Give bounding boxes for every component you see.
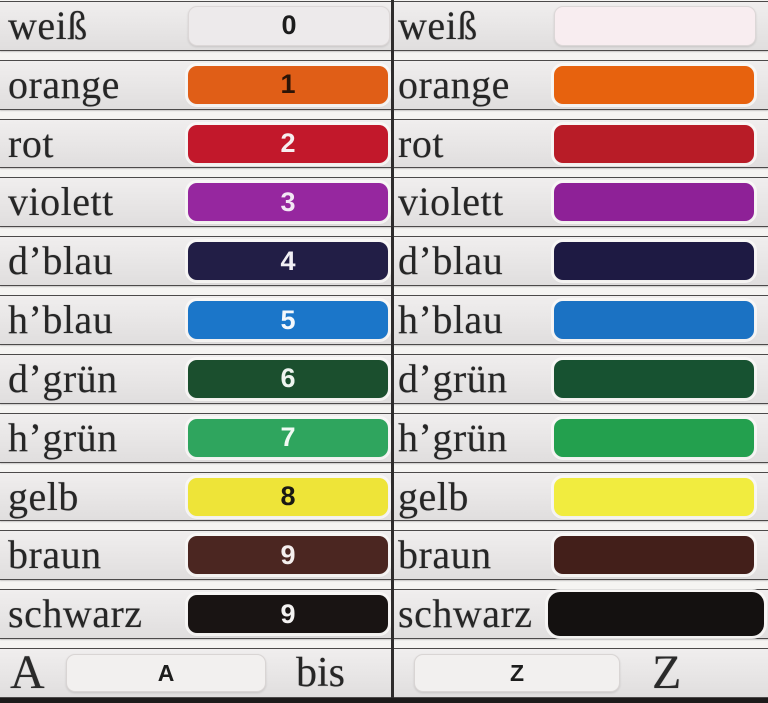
range-start-bar: A xyxy=(66,654,266,693)
color-label-right: d’blau xyxy=(398,238,504,284)
row-strip: d’grün 6 d’grün xyxy=(0,353,768,404)
color-digit: 9 xyxy=(280,598,296,629)
row-strip: schwarz 9 schwarz xyxy=(0,589,768,640)
color-label-right: schwarz xyxy=(398,591,533,637)
color-label-right: rot xyxy=(398,120,444,166)
color-bar-plain xyxy=(554,5,756,46)
color-digit: 2 xyxy=(280,128,296,159)
color-row-hgruen: h’grün 7 h’grün xyxy=(0,409,768,468)
color-label-left: violett xyxy=(8,179,114,225)
range-end-bar: Z xyxy=(414,654,620,693)
color-bar-plain xyxy=(554,359,754,398)
color-bar-numbered: 9 xyxy=(188,595,388,634)
bottom-edge-line xyxy=(0,698,768,703)
color-row-rot: rot 2 rot xyxy=(0,115,768,174)
color-bar-numbered: 7 xyxy=(188,418,388,457)
color-row-orange: orange 1 orange xyxy=(0,56,768,115)
color-bar-numbered: 6 xyxy=(188,359,388,398)
range-start-bar-letter: A xyxy=(157,659,175,686)
row-strip: orange 1 orange xyxy=(0,59,768,110)
color-label-right: orange xyxy=(398,61,510,107)
row-strip: violett 3 violett xyxy=(0,177,768,228)
color-bar-plain xyxy=(554,124,754,163)
color-digit: 6 xyxy=(280,363,296,394)
color-row-braun: braun 9 braun xyxy=(0,526,768,585)
row-strip: rot 2 rot xyxy=(0,118,768,169)
color-label-right: gelb xyxy=(398,473,469,519)
color-bar-plain xyxy=(554,65,754,104)
color-bar-plain xyxy=(554,301,754,340)
range-start-letter: A xyxy=(10,646,45,700)
color-digit: 1 xyxy=(280,69,296,100)
color-digit: 7 xyxy=(280,422,296,453)
color-row-schwarz: schwarz 9 schwarz xyxy=(0,585,768,644)
range-end-letter: Z xyxy=(652,646,682,700)
color-bar-plain xyxy=(554,242,754,281)
color-digit: 4 xyxy=(280,245,296,276)
color-label-left: gelb xyxy=(8,473,79,519)
color-label-left: h’grün xyxy=(8,414,118,460)
column-divider-line xyxy=(391,0,394,703)
color-label-right: weiß xyxy=(398,2,478,48)
color-digit: 5 xyxy=(280,304,296,335)
color-label-right: h’grün xyxy=(398,414,508,460)
row-strip: d’blau 4 d’blau xyxy=(0,236,768,287)
color-bar-plain xyxy=(554,418,754,457)
color-bar-plain xyxy=(554,183,754,222)
color-digit: 9 xyxy=(280,539,296,570)
color-label-left: rot xyxy=(8,120,54,166)
color-row-gelb: gelb 8 gelb xyxy=(0,468,768,527)
row-strip: h’blau 5 h’blau xyxy=(0,295,768,345)
color-bar-numbered: 2 xyxy=(188,124,388,163)
row-strip: h’grün 7 h’grün xyxy=(0,412,768,463)
color-bar-numbered: 5 xyxy=(188,301,388,340)
color-digit: 0 xyxy=(281,10,297,41)
row-strip: braun 9 braun xyxy=(0,530,768,581)
row-strip: A A bis Z Z xyxy=(0,648,768,698)
range-row: A A bis Z Z xyxy=(0,644,768,703)
color-label-left: schwarz xyxy=(8,591,143,637)
color-label-left: orange xyxy=(8,61,120,107)
color-bar-numbered: 3 xyxy=(188,183,388,222)
row-strip: gelb 8 gelb xyxy=(0,471,768,522)
color-label-right: d’grün xyxy=(398,355,508,401)
color-label-right: violett xyxy=(398,179,504,225)
color-label-left: h’blau xyxy=(8,297,114,343)
color-row-dblau: d’blau 4 d’blau xyxy=(0,232,768,291)
color-label-left: d’blau xyxy=(8,238,114,284)
color-label-left: weiß xyxy=(8,2,88,48)
color-bar-numbered: 4 xyxy=(188,242,388,281)
color-bar-numbered: 0 xyxy=(188,5,390,46)
color-bar-numbered: 9 xyxy=(188,536,388,575)
color-row-violett: violett 3 violett xyxy=(0,173,768,232)
color-row-hblau: h’blau 5 h’blau xyxy=(0,291,768,350)
color-label-right: h’blau xyxy=(398,297,504,343)
color-bar-numbered: 8 xyxy=(188,477,388,516)
color-bar-numbered: 1 xyxy=(188,65,388,104)
color-digit: 3 xyxy=(280,186,296,217)
color-bar-plain xyxy=(554,477,754,516)
color-label-right: braun xyxy=(398,532,492,578)
color-bar-plain xyxy=(554,536,754,575)
color-label-left: d’grün xyxy=(8,355,118,401)
range-separator: bis xyxy=(296,650,346,697)
color-row-dgruen: d’grün 6 d’grün xyxy=(0,350,768,409)
color-label-left: braun xyxy=(8,532,102,578)
row-strip: weiß 0 weiß xyxy=(0,1,768,51)
range-end-bar-letter: Z xyxy=(509,659,525,686)
color-bar-plain xyxy=(548,592,764,637)
color-row-weiss: weiß 0 weiß xyxy=(0,0,768,56)
color-digit: 8 xyxy=(280,481,296,512)
